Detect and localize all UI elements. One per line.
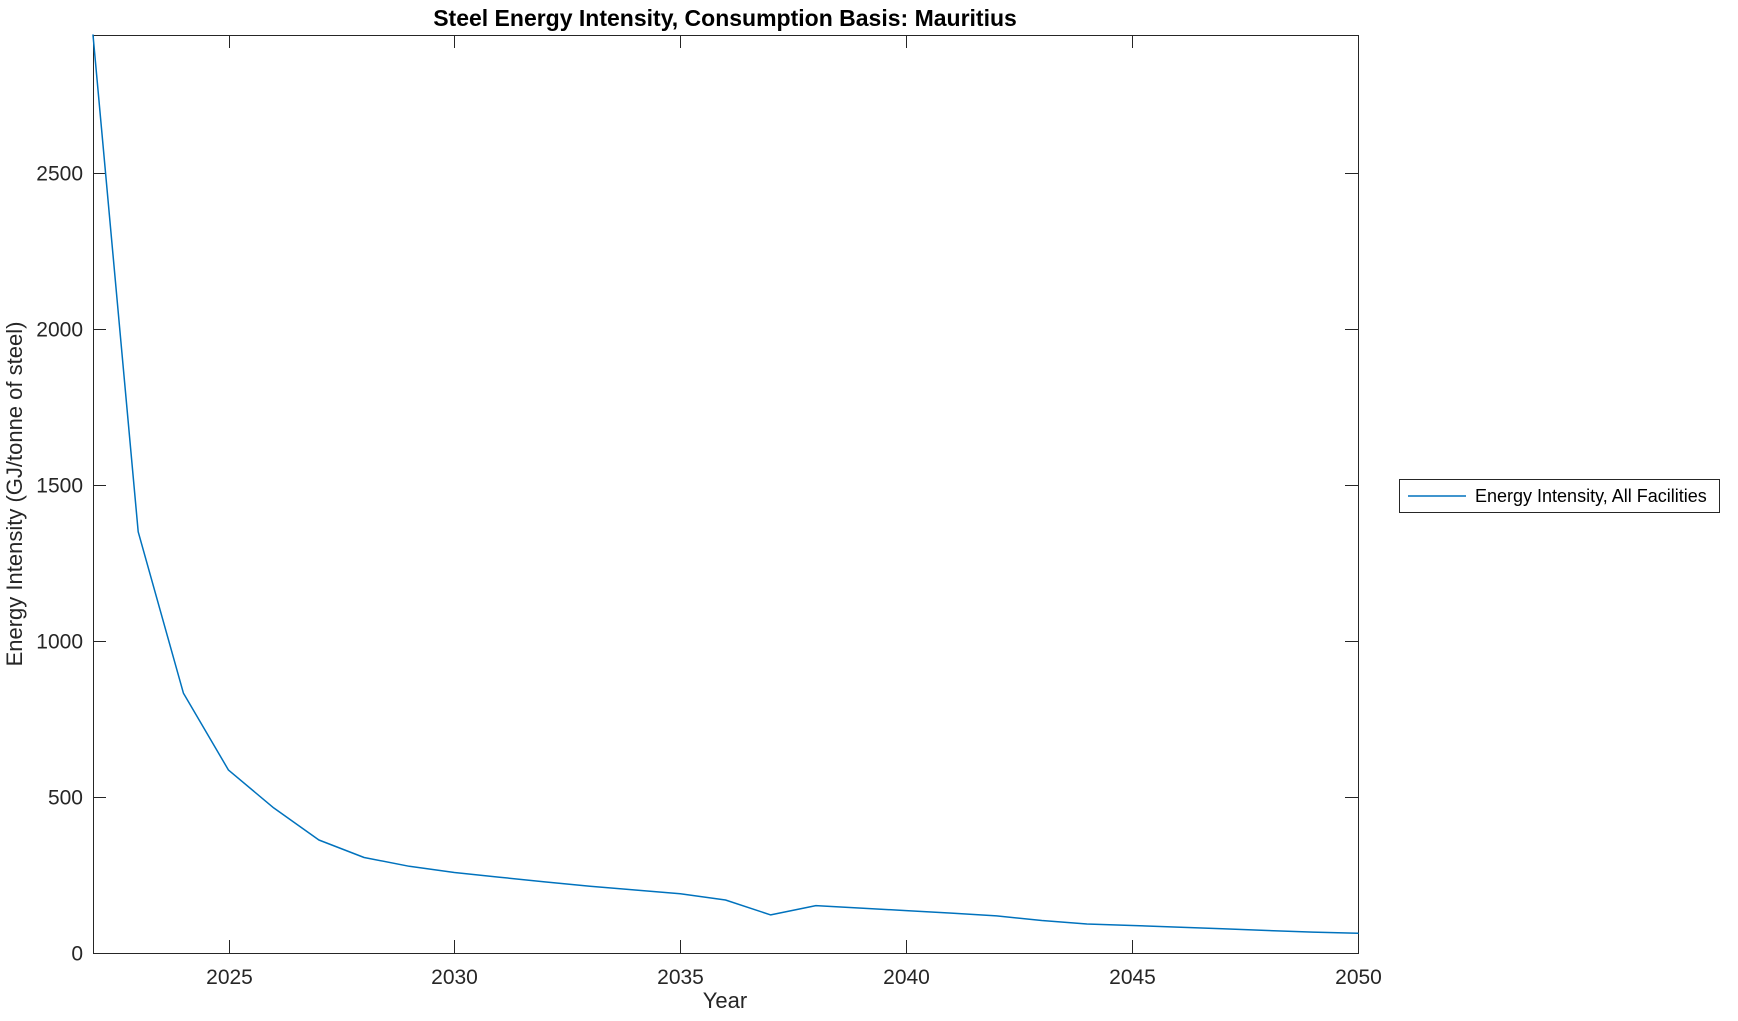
y-tick-label: 500 bbox=[48, 787, 83, 810]
x-tick-label: 2040 bbox=[883, 966, 930, 989]
plot-area: 2025 2030 2035 2040 2045 2050 0 500 1000 1500 2000… bbox=[36, 34, 1382, 989]
x-tick-label: 2035 bbox=[657, 966, 704, 989]
plot-border bbox=[93, 35, 1359, 954]
y-tick-label: 1000 bbox=[36, 631, 83, 654]
y-tick-label: 0 bbox=[71, 943, 83, 966]
chart-title: Steel Energy Intensity, Consumption Basi… bbox=[433, 5, 1017, 31]
y-tick-label: 2500 bbox=[36, 163, 83, 186]
x-tick-label: 2050 bbox=[1335, 966, 1382, 989]
data-line-energy-intensity-all-facilities bbox=[92, 34, 1359, 935]
x-tick-label: 2030 bbox=[431, 966, 478, 989]
x-axis-label: Year bbox=[703, 988, 747, 1013]
y-tick-label: 2000 bbox=[36, 319, 83, 342]
y-tick-label: 1500 bbox=[36, 475, 83, 498]
x-tick-label: 2025 bbox=[206, 966, 253, 989]
legend-label: Energy Intensity, All Facilities bbox=[1475, 486, 1707, 506]
x-tick-label: 2045 bbox=[1109, 966, 1156, 989]
legend: Energy Intensity, All Facilities bbox=[1399, 479, 1720, 513]
y-axis-label: Energy Intensity (GJ/tonne of steel) bbox=[2, 322, 27, 667]
